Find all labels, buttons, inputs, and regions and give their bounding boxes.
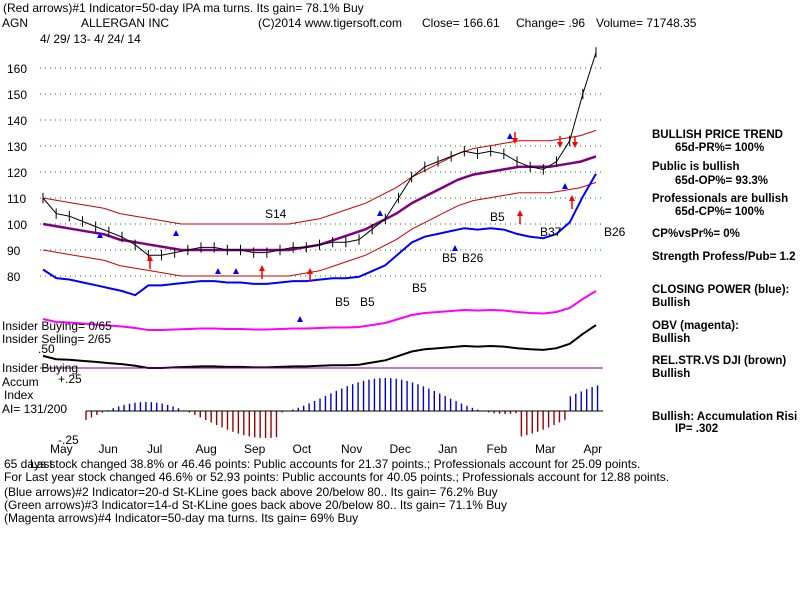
relstr-line bbox=[42, 324, 597, 369]
closing-power-label: CLOSING POWER (blue): bbox=[652, 284, 790, 296]
signal-annotation: B5 bbox=[412, 281, 427, 295]
lower-band-line bbox=[42, 181, 597, 277]
x-tick-label: Aug bbox=[196, 442, 217, 456]
signal-arrow bbox=[147, 255, 153, 261]
accum-tick-minus25: -.25 bbox=[58, 433, 79, 447]
op-value: 65d-OP%= 93.3% bbox=[675, 175, 769, 187]
header-indicator-1: (Red arrows)#1 Indicator=50-day IPA ma t… bbox=[3, 1, 364, 15]
blue-arrow bbox=[97, 232, 103, 238]
relstr-label: REL.STR.VS DJI (brown) bbox=[652, 355, 787, 367]
ai-value: AI= 131/200 bbox=[2, 402, 68, 416]
public-status: Public is bullish bbox=[652, 161, 740, 173]
blue-arrow bbox=[452, 245, 458, 251]
strength-value: Strength Profess/Pub= 1.2 bbox=[652, 251, 796, 263]
x-tick-label: Sep bbox=[244, 442, 266, 456]
volume-value: Volume= 71748.35 bbox=[596, 16, 697, 30]
blue-arrow bbox=[377, 210, 383, 216]
footer-line-5: (Magenta arrows)#4 Indicator=50-day ma t… bbox=[4, 511, 359, 525]
professionals-status: Professionals are bullish bbox=[652, 193, 789, 205]
trend-title: BULLISH PRICE TREND bbox=[652, 129, 783, 141]
x-tick-label: Apr bbox=[584, 442, 603, 456]
moving-average-line bbox=[42, 155, 597, 252]
pr-value: 65d-PR%= 100% bbox=[675, 142, 765, 154]
ip-value: IP= .302 bbox=[675, 423, 719, 435]
accumulation-status: Bullish: Accumulation Risi bbox=[652, 411, 798, 423]
closing-power-status: Bullish bbox=[652, 297, 691, 309]
y-tick-label: 160 bbox=[7, 62, 27, 76]
signal-annotation: B37 bbox=[540, 225, 562, 239]
footer-line-3: (Blue arrows)#2 Indicator=20-d St-KLine … bbox=[4, 485, 498, 499]
signal-arrow bbox=[307, 268, 313, 274]
change-value: Change= .96 bbox=[516, 16, 586, 30]
signal-annotation: B5 bbox=[442, 251, 457, 265]
cp-value: 65d-CP%= 100% bbox=[675, 206, 765, 218]
accum-tick-plus25: +.25 bbox=[58, 372, 82, 386]
cpvspr-value: CP%vsPr%= 0% bbox=[652, 228, 740, 240]
blue-arrow bbox=[173, 230, 179, 236]
obv-label: OBV (magenta): bbox=[652, 320, 739, 332]
y-tick-label: 150 bbox=[7, 88, 27, 102]
y-tick-label: 110 bbox=[7, 192, 26, 206]
x-tick-label: Jun bbox=[99, 442, 118, 456]
index-label: Index bbox=[4, 388, 34, 402]
x-tick-label: Dec bbox=[390, 442, 411, 456]
accum-label: Accum bbox=[2, 375, 39, 389]
y-tick-label: 130 bbox=[7, 140, 27, 154]
last-label: Last bbox=[30, 457, 53, 471]
insider-buying-count: Insider Buying= 0/65 bbox=[2, 319, 112, 333]
signal-annotation: S14 bbox=[265, 207, 287, 221]
relstr-status: Bullish bbox=[652, 368, 691, 380]
tick-50: .50 bbox=[38, 342, 55, 356]
obv-line bbox=[42, 290, 597, 331]
signal-annotation: B5 bbox=[360, 295, 375, 309]
footer-line-4: (Green arrows)#3 Indicator=14-d St-KLine… bbox=[4, 498, 507, 512]
footer-line-1: 65 days stock changed 38.8% or 46.46 poi… bbox=[4, 457, 641, 471]
insider-selling-count: Insider Selling= 2/65 bbox=[2, 332, 112, 346]
y-tick-label: 90 bbox=[7, 244, 21, 258]
signal-arrow bbox=[557, 142, 563, 148]
y-tick-label: 100 bbox=[7, 218, 27, 232]
signal-annotation: B26 bbox=[604, 225, 626, 239]
y-tick-label: 140 bbox=[7, 114, 27, 128]
x-tick-label: Oct bbox=[293, 442, 312, 456]
blue-arrow bbox=[562, 183, 568, 189]
company-name: ALLERGAN INC bbox=[81, 16, 170, 30]
x-tick-label: Mar bbox=[535, 442, 556, 456]
source-label: (C)2014 www.tigersoft.com bbox=[258, 16, 403, 30]
obv-status: Bullish bbox=[652, 333, 691, 345]
close-value: Close= 166.61 bbox=[422, 16, 500, 30]
signal-arrow bbox=[259, 265, 265, 271]
signal-arrow bbox=[517, 210, 523, 216]
x-tick-label: May bbox=[50, 442, 73, 456]
price-line bbox=[42, 52, 597, 256]
x-tick-label: Jul bbox=[147, 442, 162, 456]
signal-arrow bbox=[569, 195, 575, 201]
x-tick-label: Nov bbox=[341, 442, 362, 456]
x-tick-label: Feb bbox=[487, 442, 508, 456]
blue-arrow bbox=[297, 316, 303, 322]
x-tick-label: Jan bbox=[438, 442, 457, 456]
signal-annotation: B5 bbox=[490, 210, 505, 224]
ticker-label: AGN bbox=[2, 16, 29, 30]
signal-arrow bbox=[512, 138, 518, 144]
date-range: 4/ 29/ 13- 4/ 24/ 14 bbox=[40, 32, 141, 46]
footer-line-2: For Last year stock changed 46.6% or 52.… bbox=[4, 470, 670, 484]
signal-arrow bbox=[572, 142, 578, 148]
y-tick-label: 120 bbox=[7, 166, 27, 180]
blue-arrow bbox=[215, 268, 221, 274]
upper-band-line bbox=[42, 129, 597, 225]
closing-power-line bbox=[42, 173, 597, 297]
signal-annotation: B26 bbox=[462, 251, 484, 265]
blue-arrow bbox=[233, 268, 239, 274]
y-tick-label: 80 bbox=[7, 270, 21, 284]
blue-arrow bbox=[507, 133, 513, 139]
insider-buying-line-label: Insider Buying bbox=[2, 361, 79, 375]
signal-annotation: B5 bbox=[335, 295, 350, 309]
